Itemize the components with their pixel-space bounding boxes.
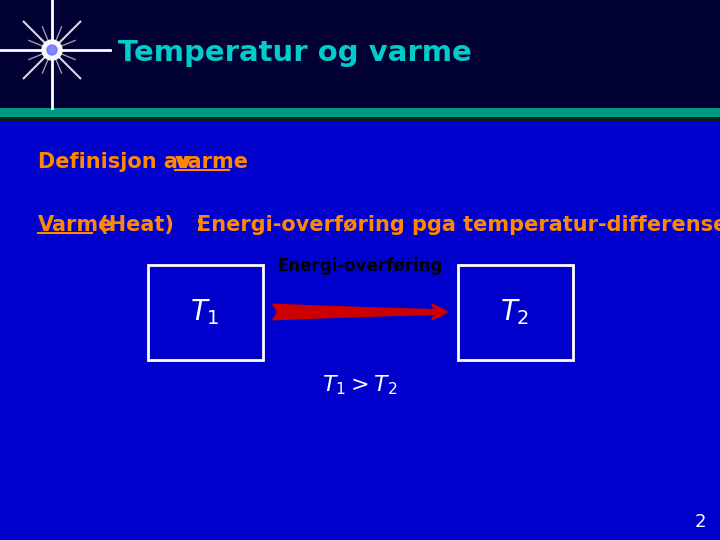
Bar: [0, 108, 720, 117]
Bar: [458, 265, 573, 360]
Text: $T_1 > T_2$: $T_1 > T_2$: [323, 373, 397, 397]
Text: (Heat)   :: (Heat) :: [92, 215, 218, 235]
Text: Energi-overføring pga temperatur-differenser: Energi-overføring pga temperatur-differe…: [197, 215, 720, 235]
Text: Energi-overføring: Energi-overføring: [277, 257, 443, 275]
Text: $T_2$: $T_2$: [500, 297, 530, 327]
Text: varme: varme: [175, 152, 249, 172]
Text: $T_1$: $T_1$: [190, 297, 220, 327]
Text: Temperatur og varme: Temperatur og varme: [118, 39, 472, 67]
Text: Varme: Varme: [38, 215, 113, 235]
Text: 2: 2: [694, 513, 706, 531]
Circle shape: [47, 45, 57, 55]
Bar: [0, 0, 720, 110]
Circle shape: [42, 40, 62, 60]
Text: Definisjon av: Definisjon av: [38, 152, 199, 172]
Bar: [148, 265, 263, 360]
Bar: [0, 117, 720, 122]
